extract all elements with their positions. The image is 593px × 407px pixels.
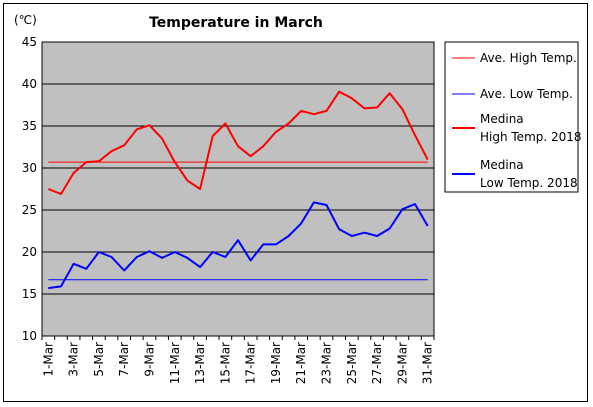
x-tick-label: 19-Mar [269,342,283,384]
x-tick-label: 29-Mar [395,342,409,384]
y-tick-label: 10 [22,329,37,343]
legend: Ave. High Temp. Ave. Low Temp. Medina High … [444,41,582,193]
x-tick-label: 3-Mar [67,342,81,377]
y-axis-unit-label: (℃) [14,13,37,27]
legend-box [444,41,579,193]
x-tick-label: 27-Mar [370,342,384,384]
y-tick-label: 30 [22,161,37,175]
legend-label-2: Ave. Low Temp. [480,87,573,101]
y-tick-label: 25 [22,203,37,217]
series-line-4 [48,201,429,290]
x-tick-label: 23-Mar [320,342,334,384]
x-tick-label: 31-Mar [421,342,435,384]
plot-border [41,41,435,337]
x-tick-label: 1-Mar [41,342,55,377]
x-tick-label: 5-Mar [92,342,106,377]
series-line-3 [47,90,429,195]
plot-area [42,42,434,336]
x-tick-label: 21-Mar [294,342,308,384]
y-tick-label: 40 [22,77,37,91]
x-tick-label: 17-Mar [244,342,258,384]
legend-label-1: Ave. High Temp. [480,51,577,65]
x-tick-label: 7-Mar [117,342,131,377]
legend-label-3: High Temp. 2018 [480,130,582,144]
x-tick-label: 15-Mar [218,342,232,384]
x-tick-label: 25-Mar [345,342,359,384]
legend-label-3: Medina [480,112,524,126]
y-tick-label: 35 [22,119,37,133]
chart-title: Temperature in March [149,15,323,31]
legend-label-4: Medina [480,158,524,172]
y-tick-label: 15 [22,287,37,301]
legend-label-4: Low Temp. 2018 [480,176,578,190]
x-tick-label: 9-Mar [142,342,156,377]
y-tick-label: 20 [22,245,37,259]
x-tick-label: 11-Mar [168,342,182,384]
x-tick-label: 13-Mar [193,342,207,384]
y-tick-label: 45 [22,35,37,49]
